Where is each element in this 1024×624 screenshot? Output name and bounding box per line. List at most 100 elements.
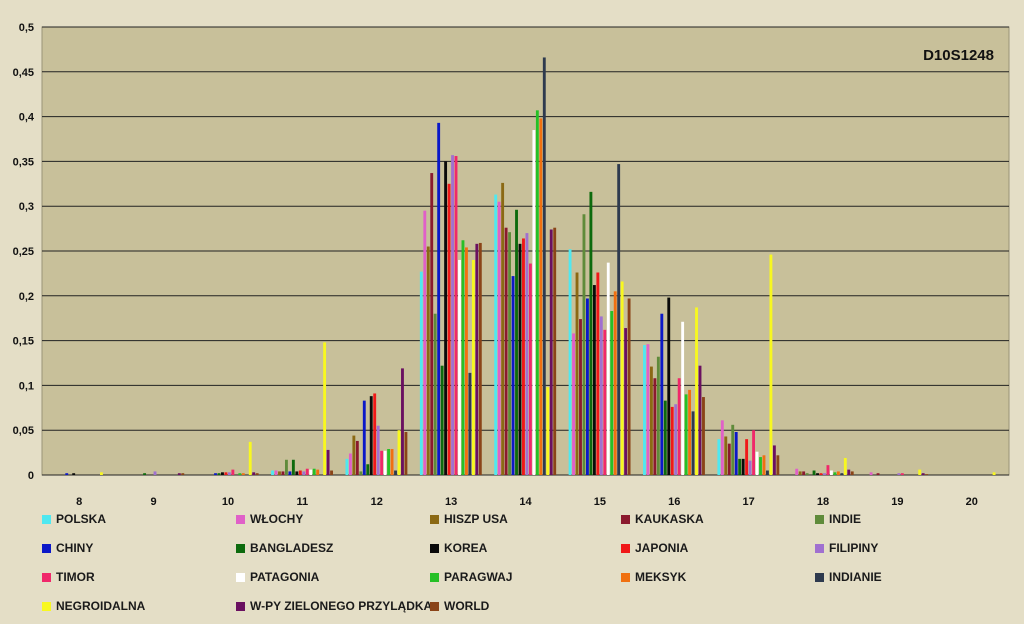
bar [444, 161, 448, 475]
bar [217, 473, 221, 475]
legend-swatch [621, 572, 630, 582]
legend-swatch [430, 543, 439, 553]
legend-item: INDIANIE [815, 566, 882, 588]
bar [302, 471, 306, 475]
legend-label: BANGLADESZ [250, 541, 334, 555]
y-tick-label: 0,15 [13, 336, 34, 348]
y-tick-label: 0,05 [13, 425, 34, 437]
bar [494, 194, 498, 476]
bar [518, 243, 522, 475]
bar [348, 453, 352, 475]
x-tick-label: 9 [151, 496, 157, 505]
bar [281, 471, 285, 475]
bar [667, 297, 671, 475]
bar [419, 271, 423, 475]
bar [769, 254, 773, 475]
bar [702, 397, 705, 475]
bar [255, 473, 259, 475]
bar [181, 473, 185, 475]
bar [850, 471, 854, 475]
bar [752, 430, 755, 475]
bar [643, 345, 646, 475]
bar [741, 458, 745, 475]
bar [549, 229, 553, 475]
bar [869, 472, 873, 475]
bar [511, 276, 515, 475]
bar [646, 344, 650, 475]
bar [433, 313, 437, 475]
y-tick-label: 0,2 [19, 291, 34, 303]
bar [617, 164, 621, 475]
legend-label: WŁOCHY [250, 512, 304, 526]
legend-item: JAPONIA [621, 537, 688, 559]
bar [458, 259, 461, 475]
bar [900, 473, 904, 475]
y-axis-ticks: 0 0,05 0,1 0,15 0,2 0,25 0,3 0,35 0,4 0,45 0,5 [13, 22, 35, 482]
bar [897, 473, 901, 475]
bar [610, 311, 614, 475]
bar [717, 439, 721, 475]
bar [298, 470, 302, 475]
bar [823, 473, 826, 475]
legend-label: W-PY ZIELONEGO PRZYLĄDKA [250, 599, 433, 613]
legend-label: PATAGONIA [250, 570, 320, 584]
bar [798, 471, 802, 475]
legend-item: PARAGWAJ [430, 566, 512, 588]
bar [542, 57, 546, 476]
y-tick-label: 0,4 [19, 112, 35, 124]
legend-item: W-PY ZIELONEGO PRZYLĄDKA [236, 595, 432, 617]
bar [291, 459, 295, 475]
legend-swatch [815, 543, 824, 553]
bar [224, 472, 228, 475]
bar [812, 470, 816, 475]
bar [681, 321, 685, 475]
bar [677, 378, 681, 475]
y-tick-label: 0,35 [13, 156, 34, 168]
bar [248, 441, 252, 475]
bar [359, 471, 363, 475]
legend-swatch [236, 514, 245, 524]
x-tick-label: 15 [594, 496, 606, 505]
bar [720, 420, 724, 475]
bar [532, 130, 536, 476]
bar [755, 451, 759, 475]
bars [65, 57, 996, 476]
bar [613, 291, 617, 475]
bar [404, 431, 408, 475]
bar [238, 473, 242, 475]
bar [653, 378, 657, 475]
bar [65, 473, 69, 475]
y-tick-label: 0 [28, 470, 34, 482]
legend-item: FILIPINY [815, 537, 878, 559]
x-tick-label: 11 [297, 496, 309, 505]
bar [579, 319, 582, 475]
legend-item: NEGROIDALNA [42, 595, 145, 617]
bar [478, 242, 482, 475]
legend-label: PARAGWAJ [444, 570, 513, 584]
bar [177, 473, 181, 475]
bar [876, 473, 880, 475]
legend-item: KOREA [430, 537, 487, 559]
legend-swatch [430, 572, 439, 582]
legend: POLSKA WŁOCHY HISZP USA KAUKASKA INDIE CHINY B… [42, 508, 1002, 620]
legend-label: MEKSYK [635, 570, 687, 584]
bar [231, 469, 235, 475]
legend-item: PATAGONIA [236, 566, 319, 588]
bar [599, 316, 603, 475]
legend-item: CHINY [42, 537, 93, 559]
bar [819, 473, 823, 475]
bar [663, 400, 667, 475]
bar [553, 227, 557, 475]
bar [586, 298, 589, 475]
legend-item: INDIE [815, 508, 861, 530]
x-tick-label: 10 [222, 496, 234, 505]
bar [836, 471, 840, 475]
legend-label: INDIANIE [829, 570, 882, 584]
bar [727, 443, 731, 475]
legend-swatch [236, 601, 245, 611]
bar [227, 472, 231, 475]
legend-swatch [236, 572, 245, 582]
bar [833, 472, 837, 475]
bar [397, 430, 401, 475]
